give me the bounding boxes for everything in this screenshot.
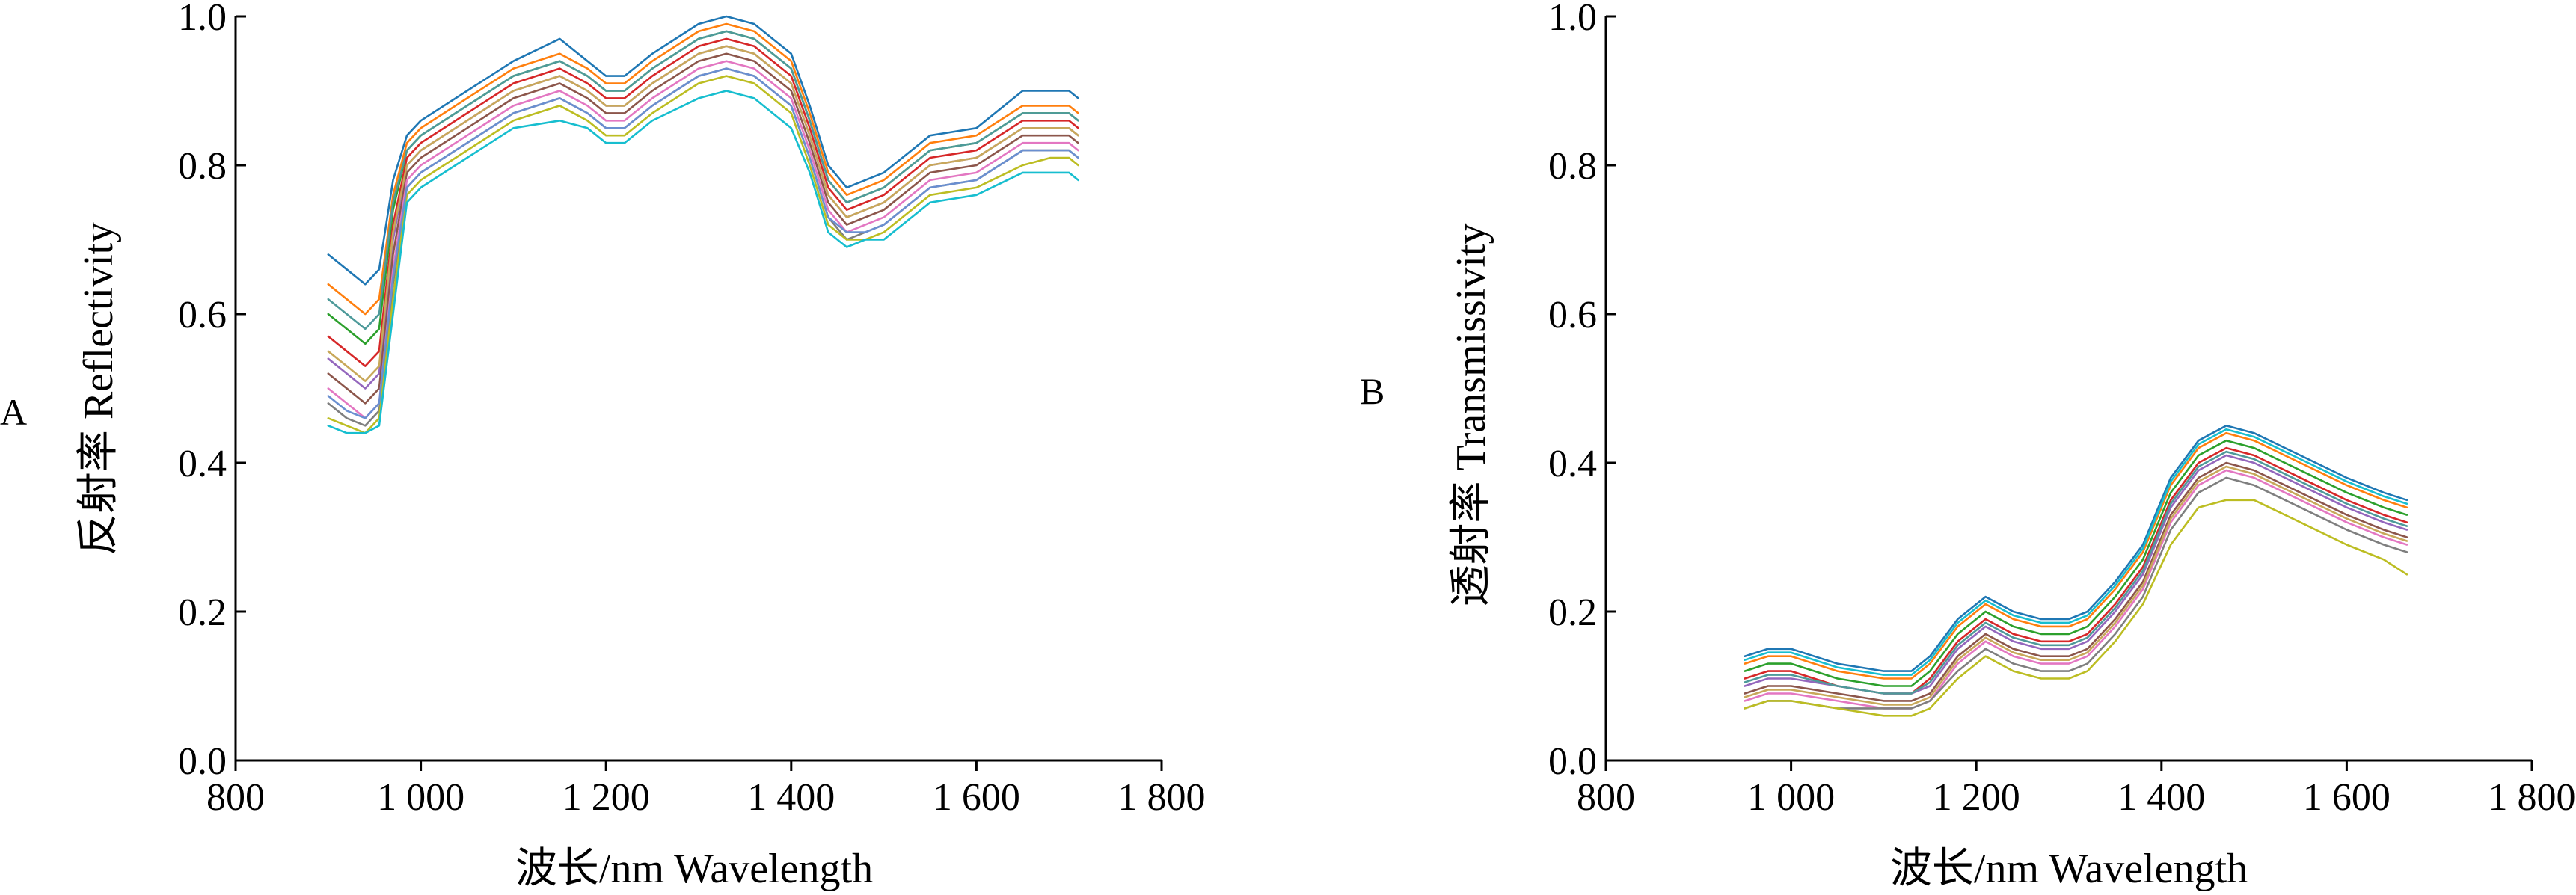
panel-b-series-line-8: [1744, 476, 2408, 710]
panel-b-x-tick-label: 1 600: [2303, 776, 2391, 819]
panel-b-axes: 0.0 0.2 0.4 0.6 0.8 1.0 800 1 000 1 200 1 400 1 60…: [1548, 0, 2576, 819]
panel-a-x-tick-label: 1 600: [933, 776, 1020, 819]
panel-b-series-line-6: [1744, 461, 2408, 702]
panel-a-y-tick-label: 0.0: [178, 740, 227, 783]
panel-b-y-tick-label: 0.6: [1548, 294, 1597, 336]
panel-a-label: A: [0, 391, 27, 433]
panel-b-series-line-9: [1744, 499, 2408, 717]
panel-a-series-line-11: [327, 30, 1079, 330]
panel-b-transmissivity-chart: B 透射率 Transmissivity 波长/nm Wavelength 0.…: [1360, 0, 2576, 892]
panel-a-reflectivity-chart: A 反射率 Reflectivity 波长/nm Wavelength 0.00…: [0, 0, 1206, 892]
panel-a-y-tick-label: 0.4: [178, 443, 227, 485]
panel-a-y-tick-label: 0.6: [178, 294, 227, 336]
panel-a-series-line-12: [327, 45, 1079, 382]
panel-b-series-line-11: [1744, 450, 2408, 695]
panel-a-series-line-9: [327, 75, 1079, 434]
panel-b-series-line-7: [1744, 469, 2408, 710]
panel-b-x-axis-title: 波长/nm Wavelength: [1890, 846, 2248, 892]
panel-a-series-line-2: [327, 22, 1079, 316]
panel-b-series-line-2: [1744, 431, 2408, 680]
panel-b-series-line-1: [1744, 424, 2408, 672]
panel-b-y-tick-label: 0.4: [1548, 443, 1597, 485]
panel-a-series-line-7: [327, 60, 1079, 419]
panel-a-series-line-13: [327, 67, 1079, 419]
panel-a-y-tick-label: 0.8: [178, 145, 227, 188]
panel-b-x-tick-label: 1 000: [1747, 776, 1835, 819]
panel-a-y-tick-label: 0.2: [178, 591, 227, 634]
panel-a-series-group: [327, 15, 1079, 434]
panel-a-series-line-3: [327, 30, 1079, 345]
panel-b-series-line-3: [1744, 439, 2408, 687]
panel-b-x-tick-label: 1 800: [2488, 776, 2576, 819]
panel-a-series-line-10: [327, 90, 1079, 434]
panel-a-x-tick-label: 1 200: [562, 776, 650, 819]
panel-a-series-line-6: [327, 52, 1079, 405]
panel-a-axes: 0.0 0.2 0.4 0.6 0.8 1.0 800 1 000 1 200 1 400 1 60…: [178, 0, 1206, 819]
panel-a-x-tick-label: 800: [206, 776, 265, 819]
panel-a-x-tick-label: 1 400: [747, 776, 835, 819]
panel-a-series-line-4: [327, 37, 1079, 367]
panel-b-series-line-10: [1744, 428, 2408, 676]
panel-a-x-tick-label: 1 000: [377, 776, 464, 819]
panel-b-x-tick-label: 1 400: [2117, 776, 2205, 819]
panel-b-series-group: [1744, 424, 2408, 717]
panel-a-x-tick-label: 1 800: [1118, 776, 1206, 819]
panel-b-series-line-12: [1744, 465, 2408, 706]
panel-b-label: B: [1360, 370, 1384, 412]
panel-a-y-axis-title: 反射率 Reflectivity: [76, 222, 122, 556]
panel-b-x-tick-label: 800: [1577, 776, 1635, 819]
panel-b-y-tick-label: 0.8: [1548, 145, 1597, 188]
panel-b-y-tick-label: 0.2: [1548, 591, 1597, 634]
panel-a-series-line-1: [327, 15, 1079, 286]
panel-b-x-tick-label: 1 200: [1933, 776, 2020, 819]
panel-b-y-axis-title: 透射率 Transmissivity: [1448, 224, 1494, 607]
panel-b-y-tick-label: 1.0: [1548, 0, 1597, 39]
panel-a-x-axis-title: 波长/nm Wavelength: [515, 846, 873, 892]
panel-a-y-tick-label: 1.0: [178, 0, 227, 39]
panel-b-y-tick-label: 0.0: [1548, 740, 1597, 783]
